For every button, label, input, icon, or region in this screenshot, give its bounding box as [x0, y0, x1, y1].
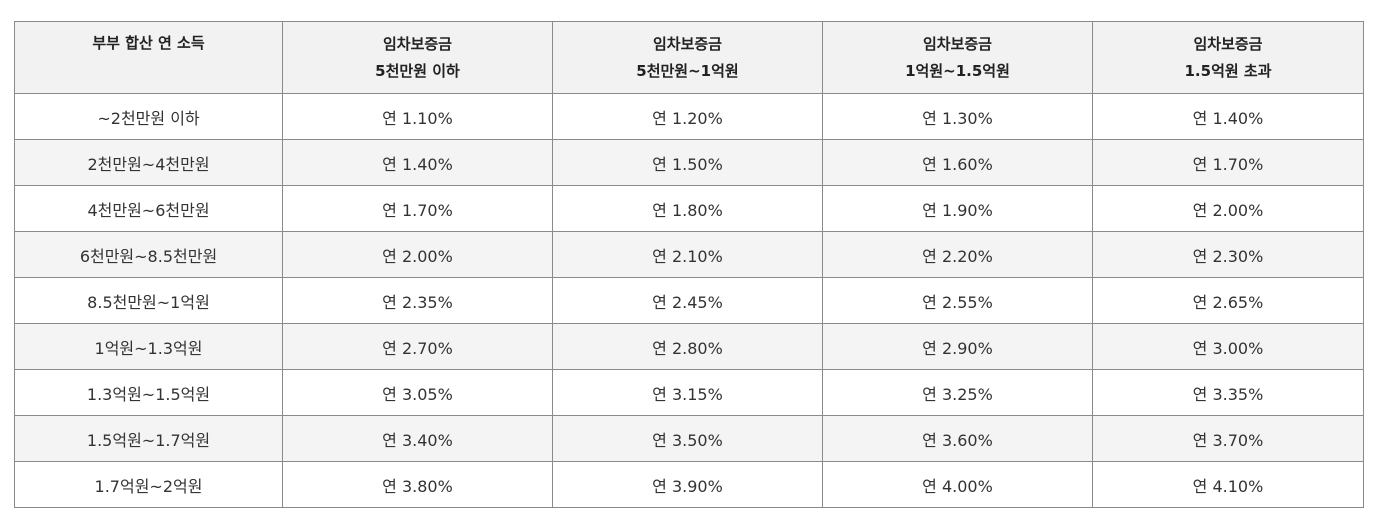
header-label-line1: 임차보증금: [382, 34, 452, 53]
header-label-line2: 1억원~1.5억원: [905, 61, 1010, 80]
rate-cell: 연 2.35%: [282, 277, 553, 324]
rate-cell: 연 1.80%: [552, 185, 823, 232]
income-range-cell: 1.3억원~1.5억원: [14, 369, 283, 416]
income-range-cell: ~2천만원 이하: [14, 93, 283, 140]
header-label-line1: 임차보증금: [652, 34, 722, 53]
income-range-cell: 8.5천만원~1억원: [14, 277, 283, 324]
rate-cell: 연 1.70%: [1092, 139, 1364, 186]
header-income-label: 부부 합산 연 소득: [92, 34, 205, 52]
table-container: 부부 합산 연 소득 임차보증금 5천만원 이하 임차보증금 5천만원~1억원 …: [14, 21, 1364, 508]
rate-cell: 연 3.60%: [822, 415, 1093, 462]
table-row: 1.7억원~2억원 연 3.80% 연 3.90% 연 4.00% 연 4.10%: [14, 461, 1364, 508]
rate-cell: 연 2.30%: [1092, 231, 1364, 278]
rate-cell: 연 3.05%: [282, 369, 553, 416]
income-range-cell: 1억원~1.3억원: [14, 323, 283, 370]
table-row: 6천만원~8.5천만원 연 2.00% 연 2.10% 연 2.20% 연 2.30%: [14, 231, 1364, 278]
rate-cell: 연 1.50%: [552, 139, 823, 186]
rate-cell: 연 3.50%: [552, 415, 823, 462]
income-range-cell: 1.7억원~2억원: [14, 461, 283, 508]
income-range-cell: 4천만원~6천만원: [14, 185, 283, 232]
rate-cell: 연 1.40%: [1092, 93, 1364, 140]
income-range-cell: 1.5억원~1.7억원: [14, 415, 283, 462]
header-label-line1: 임차보증금: [1193, 34, 1263, 53]
rate-cell: 연 3.00%: [1092, 323, 1364, 370]
header-deposit-50m-100m: 임차보증금 5천만원~1억원: [552, 21, 823, 94]
table-body: ~2천만원 이하 연 1.10% 연 1.20% 연 1.30% 연 1.40% 2천만원…: [14, 93, 1364, 508]
header-deposit-100m-150m: 임차보증금 1억원~1.5억원: [822, 21, 1093, 94]
rate-cell: 연 1.90%: [822, 185, 1093, 232]
header-label-line1: 임차보증금: [922, 34, 992, 53]
rate-cell: 연 1.60%: [822, 139, 1093, 186]
rate-cell: 연 2.90%: [822, 323, 1093, 370]
rate-cell: 연 3.25%: [822, 369, 1093, 416]
rate-cell: 연 2.65%: [1092, 277, 1364, 324]
header-income: 부부 합산 연 소득: [14, 21, 283, 94]
table-row: 4천만원~6천만원 연 1.70% 연 1.80% 연 1.90% 연 2.00%: [14, 185, 1364, 232]
table-row: ~2천만원 이하 연 1.10% 연 1.20% 연 1.30% 연 1.40%: [14, 93, 1364, 140]
header-label-line2: 1.5억원 초과: [1184, 61, 1272, 80]
rate-cell: 연 1.30%: [822, 93, 1093, 140]
rate-cell: 연 3.35%: [1092, 369, 1364, 416]
rate-cell: 연 3.70%: [1092, 415, 1364, 462]
header-deposit-under-50m: 임차보증금 5천만원 이하: [282, 21, 553, 94]
income-range-cell: 6천만원~8.5천만원: [14, 231, 283, 278]
table-row: 1.3억원~1.5억원 연 3.05% 연 3.15% 연 3.25% 연 3.35%: [14, 369, 1364, 416]
rate-cell: 연 2.70%: [282, 323, 553, 370]
header-row: 부부 합산 연 소득 임차보증금 5천만원 이하 임차보증금 5천만원~1억원 …: [14, 21, 1364, 94]
header-deposit-over-150m: 임차보증금 1.5억원 초과: [1092, 21, 1364, 94]
rate-cell: 연 3.40%: [282, 415, 553, 462]
rate-cell: 연 2.45%: [552, 277, 823, 324]
table-row: 1억원~1.3억원 연 2.70% 연 2.80% 연 2.90% 연 3.00%: [14, 323, 1364, 370]
rate-cell: 연 1.20%: [552, 93, 823, 140]
rate-cell: 연 3.80%: [282, 461, 553, 508]
rate-cell: 연 2.00%: [1092, 185, 1364, 232]
rate-cell: 연 3.90%: [552, 461, 823, 508]
rate-cell: 연 1.10%: [282, 93, 553, 140]
table-header: 부부 합산 연 소득 임차보증금 5천만원 이하 임차보증금 5천만원~1억원 …: [14, 21, 1364, 94]
header-label-line2: 5천만원 이하: [375, 61, 460, 80]
rate-cell: 연 4.00%: [822, 461, 1093, 508]
rate-cell: 연 2.20%: [822, 231, 1093, 278]
table-row: 8.5천만원~1억원 연 2.35% 연 2.45% 연 2.55% 연 2.65%: [14, 277, 1364, 324]
rate-cell: 연 1.70%: [282, 185, 553, 232]
table-row: 2천만원~4천만원 연 1.40% 연 1.50% 연 1.60% 연 1.70%: [14, 139, 1364, 186]
rate-cell: 연 2.55%: [822, 277, 1093, 324]
rate-cell: 연 4.10%: [1092, 461, 1364, 508]
rate-cell: 연 1.40%: [282, 139, 553, 186]
rate-cell: 연 2.10%: [552, 231, 823, 278]
rate-cell: 연 3.15%: [552, 369, 823, 416]
table-row: 1.5억원~1.7억원 연 3.40% 연 3.50% 연 3.60% 연 3.70%: [14, 415, 1364, 462]
header-label-line2: 5천만원~1억원: [636, 61, 739, 80]
interest-rate-table: 부부 합산 연 소득 임차보증금 5천만원 이하 임차보증금 5천만원~1억원 …: [14, 21, 1364, 508]
rate-cell: 연 2.80%: [552, 323, 823, 370]
rate-cell: 연 2.00%: [282, 231, 553, 278]
income-range-cell: 2천만원~4천만원: [14, 139, 283, 186]
